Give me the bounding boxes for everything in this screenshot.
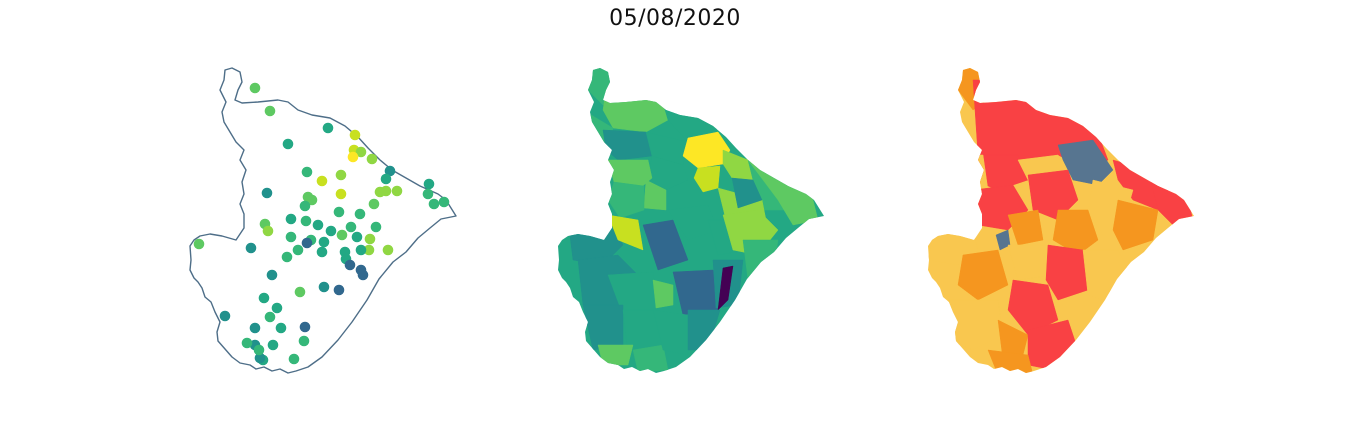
- municipality-marker: [281, 251, 293, 263]
- municipality-region: [602, 85, 669, 133]
- municipality-marker: [301, 237, 313, 249]
- figure-title: 05/08/2020: [609, 6, 741, 31]
- municipality-marker: [382, 244, 394, 256]
- municipality-marker: [325, 225, 337, 237]
- municipality-marker: [370, 221, 382, 233]
- municipality-region: [1112, 199, 1159, 251]
- municipality-region: [652, 279, 674, 309]
- municipality-region: [652, 309, 689, 356]
- municipality-region: [642, 219, 689, 271]
- municipality-marker: [193, 238, 205, 250]
- municipality-marker: [254, 352, 266, 364]
- municipality-region: [947, 68, 994, 111]
- municipality-marker: [318, 281, 330, 293]
- municipality-region: [607, 214, 644, 251]
- municipality-marker: [282, 138, 294, 150]
- municipality-marker: [363, 244, 375, 256]
- municipality-marker: [299, 321, 311, 333]
- municipality-marker: [262, 225, 274, 237]
- municipality-marker: [422, 188, 434, 200]
- municipality-region: [1082, 249, 1129, 301]
- category-map: [928, 68, 1194, 373]
- municipality-marker: [266, 269, 278, 281]
- municipality-marker: [258, 292, 270, 304]
- municipality-marker: [357, 269, 369, 281]
- choropleth-map: [558, 68, 824, 373]
- municipality-region: [731, 177, 763, 209]
- municipality-marker: [335, 169, 347, 181]
- municipality-marker: [438, 196, 450, 208]
- municipality-marker: [264, 311, 276, 323]
- municipality-region: [1052, 209, 1099, 256]
- municipality-marker: [285, 231, 297, 243]
- municipality-region: [717, 265, 734, 311]
- municipality-region: [1007, 209, 1044, 246]
- municipality-region: [643, 179, 667, 211]
- municipality-marker: [249, 82, 261, 94]
- municipality-marker: [355, 244, 367, 256]
- municipality-marker: [366, 153, 378, 165]
- municipality-marker: [253, 344, 265, 356]
- municipality-marker: [336, 229, 348, 241]
- municipality-marker: [335, 188, 347, 200]
- municipality-region: [597, 344, 634, 366]
- municipality-region: [693, 165, 721, 193]
- municipality-marker: [384, 165, 396, 177]
- municipality-marker: [288, 353, 300, 365]
- municipality-marker: [345, 221, 357, 233]
- municipality-marker: [306, 194, 318, 206]
- municipality-marker: [298, 335, 310, 347]
- municipality-marker: [219, 310, 231, 322]
- municipality-marker: [347, 151, 359, 163]
- municipality-marker: [318, 236, 330, 248]
- municipality-marker: [391, 185, 403, 197]
- municipality-region: [687, 309, 721, 351]
- municipality-marker: [285, 213, 297, 225]
- marker-layer: [193, 82, 450, 366]
- municipality-marker: [368, 198, 380, 210]
- municipality-marker: [351, 231, 363, 243]
- municipality-marker: [355, 146, 367, 158]
- municipality-marker: [264, 105, 276, 117]
- municipality-region: [742, 239, 779, 281]
- municipality-marker: [333, 206, 345, 218]
- municipality-marker: [300, 215, 312, 227]
- municipality-marker: [322, 122, 334, 134]
- municipality-marker: [261, 187, 273, 199]
- municipality-marker: [364, 233, 376, 245]
- municipality-marker: [299, 200, 311, 212]
- municipality-marker: [294, 286, 306, 298]
- municipality-marker: [333, 284, 345, 296]
- municipality-marker: [344, 259, 356, 271]
- municipality-marker: [354, 208, 366, 220]
- municipality-region: [577, 68, 629, 106]
- municipality-region: [957, 249, 1009, 301]
- municipality-marker: [423, 178, 435, 190]
- municipality-marker: [292, 244, 304, 256]
- state-outline: [189, 67, 457, 374]
- municipality-marker: [241, 337, 253, 349]
- municipality-marker: [271, 302, 283, 314]
- point-map: [189, 67, 457, 374]
- municipality-marker: [275, 322, 287, 334]
- municipality-marker: [380, 185, 392, 197]
- municipality-marker: [316, 246, 328, 258]
- municipality-marker: [312, 219, 324, 231]
- municipality-marker: [249, 322, 261, 334]
- municipality-marker: [245, 242, 257, 254]
- municipality-marker: [301, 166, 313, 178]
- municipality-marker: [380, 173, 392, 185]
- municipality-region: [1045, 244, 1089, 301]
- municipality-marker: [316, 175, 328, 187]
- municipality-marker: [349, 129, 361, 141]
- municipality-marker: [267, 339, 279, 351]
- municipality-marker: [428, 198, 440, 210]
